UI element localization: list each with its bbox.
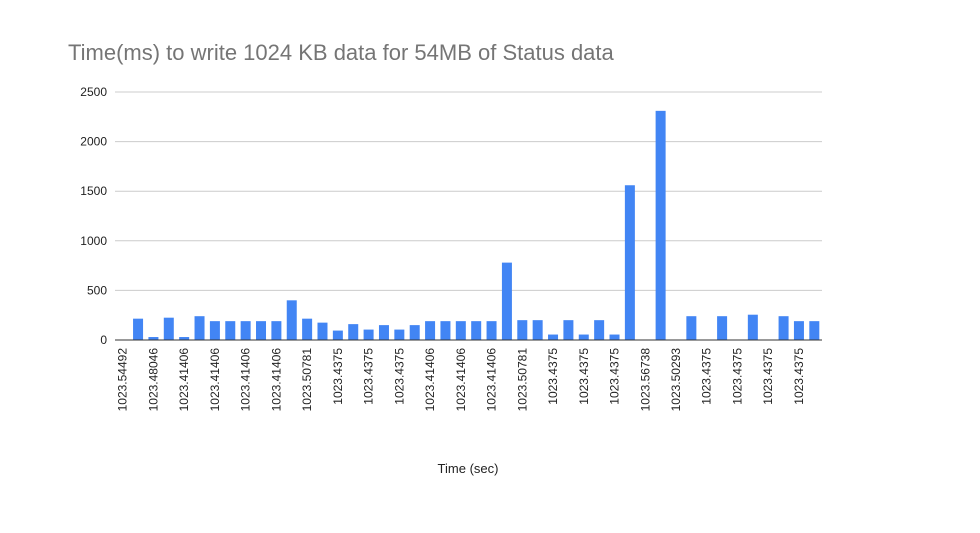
x-tick-label: 1023.41406: [269, 348, 283, 412]
bar: [471, 321, 482, 340]
bar: [425, 321, 436, 340]
x-tick-label: 1023.4375: [331, 348, 345, 405]
bar: [793, 321, 804, 340]
x-tick-label: 1023.4375: [392, 348, 406, 405]
bar: [809, 321, 820, 340]
bar: [440, 321, 451, 340]
bar: [717, 316, 728, 340]
bar: [486, 321, 497, 340]
bar: [686, 316, 697, 340]
bar: [578, 334, 589, 340]
x-tick-label: 1023.54492: [116, 348, 130, 412]
x-tick-label: 1023.4375: [730, 348, 744, 405]
x-axis-title: Time (sec): [438, 461, 499, 476]
bar: [317, 322, 328, 340]
bar: [624, 185, 635, 340]
chart-title: Time(ms) to write 1024 KB data for 54MB …: [68, 40, 615, 65]
bar: [148, 337, 159, 340]
bar: [179, 337, 190, 340]
x-tick-label: 1023.4375: [700, 348, 714, 405]
bar: [747, 314, 758, 340]
y-tick-label: 2000: [80, 135, 107, 149]
x-tick-label: 1023.41406: [485, 348, 499, 412]
bar: [271, 321, 282, 340]
bar: [501, 262, 512, 340]
x-tick-label: 1023.4375: [577, 348, 591, 405]
x-tick-label: 1023.41406: [208, 348, 222, 412]
x-tick-label: 1023.50293: [669, 348, 683, 412]
bar: [394, 329, 405, 340]
x-tick-label: 1023.41406: [454, 348, 468, 412]
bar: [455, 321, 466, 340]
bar: [348, 324, 359, 340]
y-tick-label: 500: [87, 283, 107, 297]
x-tick-label: 1023.50781: [515, 348, 529, 412]
bar: [594, 320, 605, 340]
bar: [548, 334, 559, 340]
y-tick-label: 1500: [80, 184, 107, 198]
bar: [240, 321, 251, 340]
bar: [302, 318, 313, 340]
bar: [655, 110, 666, 341]
bar: [517, 320, 528, 340]
bar: [609, 334, 620, 340]
bar: [256, 321, 267, 340]
y-tick-label: 2500: [80, 85, 107, 99]
bar: [778, 316, 789, 340]
x-tick-label: 1023.41406: [423, 348, 437, 412]
x-tick-label: 1023.4375: [792, 348, 806, 405]
bar: [363, 329, 374, 340]
bar: [378, 325, 389, 340]
x-tick-label: 1023.41406: [239, 348, 253, 412]
x-tick-label: 1023.4375: [546, 348, 560, 405]
x-tick-label: 1023.4375: [608, 348, 622, 405]
bar: [286, 300, 297, 340]
bar: [409, 325, 420, 340]
x-tick-label: 1023.48046: [146, 348, 160, 412]
y-tick-label: 0: [100, 333, 107, 347]
x-tick-label: 1023.56738: [638, 348, 652, 412]
bar: [563, 320, 574, 340]
x-tick-label: 1023.41406: [177, 348, 191, 412]
bar: [133, 318, 144, 340]
y-tick-label: 1000: [80, 234, 107, 248]
bar: [163, 317, 174, 340]
bar: [332, 330, 343, 340]
x-tick-label: 1023.4375: [761, 348, 775, 405]
bar: [225, 321, 236, 340]
bar: [209, 321, 220, 340]
bar: [532, 320, 543, 340]
x-tick-label: 1023.50781: [300, 348, 314, 412]
x-tick-label: 1023.4375: [362, 348, 376, 405]
bar: [194, 316, 205, 340]
